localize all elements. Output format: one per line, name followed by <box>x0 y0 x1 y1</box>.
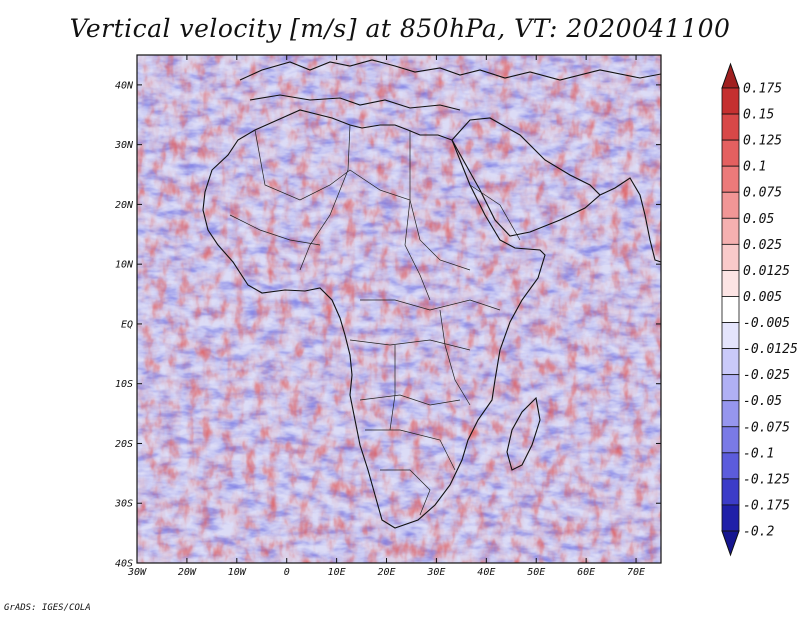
lat-tick-label: 10S <box>115 379 133 390</box>
colorbar-label: 0.0125 <box>743 264 790 279</box>
colorbar-label: -0.175 <box>743 498 790 513</box>
lon-tick-label: 30W <box>127 567 147 578</box>
colorbar-swatch <box>721 374 740 402</box>
colorbar-label: 0.075 <box>743 186 782 201</box>
grads-credit: GrADS: IGES/COLA <box>4 603 91 613</box>
lon-tick-label: 30E <box>426 567 445 578</box>
lat-tick-label: 20N <box>115 200 134 211</box>
colorbar-swatch <box>721 504 740 532</box>
map-frame <box>136 54 662 564</box>
colorbar-swatch <box>721 243 740 271</box>
colorbar-label: 0.005 <box>743 290 782 305</box>
lat-tick-label: 30S <box>114 499 133 510</box>
country-borders <box>229 124 521 516</box>
lon-tick-label: 40E <box>477 567 495 578</box>
colorbar-label: 0.1 <box>743 160 766 175</box>
colorbar-label: -0.1 <box>743 446 774 461</box>
lon-tick-label: 60E <box>577 567 595 578</box>
colorbar-swatch <box>721 348 740 376</box>
south-asia-coastline <box>599 177 661 263</box>
colorbar-swatch <box>721 452 740 480</box>
colorbar-swatch <box>721 270 740 297</box>
colorbar-label: 0.05 <box>743 212 774 227</box>
colorbar-label: -0.2 <box>743 525 774 540</box>
lat-tick-label: 40N <box>115 80 134 91</box>
colorbar-swatch <box>721 87 740 115</box>
lon-tick-label: 20E <box>377 567 395 578</box>
colorbar-label: -0.125 <box>743 472 790 487</box>
lat-tick-label: 10N <box>115 260 134 271</box>
colorbar-swatch <box>721 296 740 323</box>
colorbar-swatch <box>721 191 740 219</box>
colorbar-swatch <box>721 139 740 167</box>
colorbar-swatch <box>721 478 740 506</box>
colorbar-label: 0.125 <box>743 134 782 149</box>
colorbar-label: 0.15 <box>743 108 774 123</box>
colorbar-swatch <box>721 426 740 454</box>
europe-coastline <box>239 59 661 81</box>
lon-tick-label: 20W <box>178 567 197 578</box>
lon-tick-label: 70E <box>627 567 645 578</box>
colorbar-top-arrow <box>721 62 740 89</box>
colorbar-label: 0.175 <box>743 82 782 97</box>
lon-tick-label: 10W <box>228 567 247 578</box>
colorbar-label: 0.025 <box>743 238 782 253</box>
colorbar-swatch <box>721 217 740 245</box>
colorbar: 0.175 0.15 0.125 0.1 0.075 0.05 0.025 0.0125 0.0… <box>721 62 798 557</box>
lon-tick-label: 0 <box>284 567 290 578</box>
colorbar-swatch <box>721 113 740 141</box>
lat-tick-label: EQ <box>121 319 133 330</box>
colorbar-swatch <box>721 165 740 193</box>
lat-tick-label: 40S <box>115 559 133 570</box>
lat-tick-label: 20S <box>115 439 133 450</box>
madagascar-coastline <box>506 396 541 471</box>
lon-tick-label: 10E <box>328 567 346 578</box>
lon-tick-label: 50E <box>527 567 545 578</box>
coastlines <box>202 59 661 529</box>
map-title: Vertical velocity [m/s] at 850hPa, VT: 2… <box>69 14 731 43</box>
lat-tick-label: 30N <box>114 140 134 151</box>
colorbar-swatch <box>721 400 740 428</box>
colorbar-bottom-arrow <box>721 530 740 557</box>
colorbar-label: -0.005 <box>743 316 790 331</box>
colorbar-label: -0.025 <box>743 368 790 383</box>
africa-coastline <box>202 109 546 529</box>
mediterranean-north-coast <box>249 94 461 111</box>
colorbar-label: -0.0125 <box>743 342 798 357</box>
map-panel <box>137 55 661 563</box>
colorbar-swatch <box>721 322 740 349</box>
colorbar-label: -0.075 <box>743 420 790 435</box>
colorbar-label: -0.05 <box>743 394 782 409</box>
positive-field-shading <box>137 55 661 563</box>
map-axes: 30W 20W 10W 0 10E 20E 30E 40E 50E 60E 70E 40N 30N 20N… <box>114 55 661 578</box>
